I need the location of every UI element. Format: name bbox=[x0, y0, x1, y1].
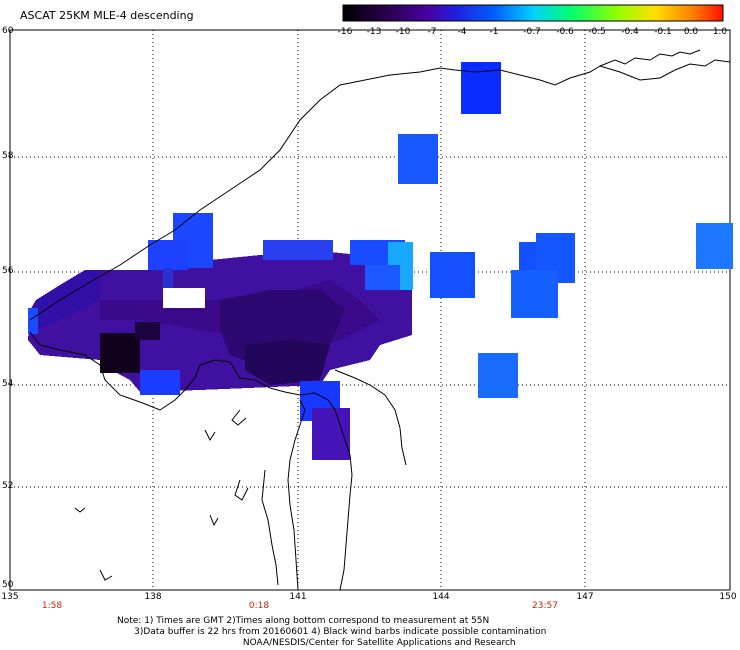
time-label: 1:58 bbox=[41, 601, 63, 611]
map-frame bbox=[9, 29, 731, 591]
lon-label: 150 bbox=[719, 592, 737, 602]
colorbar bbox=[342, 4, 724, 22]
lat-label: 50 bbox=[2, 580, 14, 590]
lon-label: 144 bbox=[432, 592, 450, 602]
note-line-2: 3)Data buffer is 22 hrs from 20160601 4)… bbox=[117, 627, 547, 637]
colorbar-tick: -10 bbox=[395, 27, 411, 37]
lon-label: 147 bbox=[576, 592, 594, 602]
colorbar-tick: -1 bbox=[489, 27, 499, 37]
scatterometer-cells bbox=[28, 62, 733, 460]
colorbar-tick: 1.0 bbox=[712, 27, 728, 37]
colorbar-tick: -0.4 bbox=[621, 27, 639, 37]
note-line-1: Note: 1) Times are GMT 2)Times along bot… bbox=[117, 616, 490, 626]
colorbar-tick: -0.1 bbox=[654, 27, 672, 37]
lon-label: 138 bbox=[144, 592, 162, 602]
lat-label: 58 bbox=[2, 151, 14, 161]
colorbar-tick: -4 bbox=[457, 27, 467, 37]
note-line-3: NOAA/NESDIS/Center for Satellite Applica… bbox=[117, 638, 516, 648]
map-title: ASCAT 25KM MLE-4 descending bbox=[20, 9, 194, 22]
colorbar-tick: -13 bbox=[366, 27, 382, 37]
lon-label: 135 bbox=[1, 592, 19, 602]
colorbar-tick: -0.6 bbox=[556, 27, 574, 37]
time-label: 0:18 bbox=[248, 601, 270, 611]
colorbar-tick: -0.5 bbox=[588, 27, 606, 37]
lat-label: 54 bbox=[2, 379, 14, 389]
colorbar-tick: 0.0 bbox=[683, 27, 699, 37]
lat-label: 56 bbox=[2, 266, 14, 276]
colorbar-tick: -7 bbox=[427, 27, 437, 37]
lat-label: 60 bbox=[2, 26, 14, 36]
footnote: Note: 1) Times are GMT 2)Times along bot… bbox=[117, 616, 546, 649]
colorbar-tick: -16 bbox=[337, 27, 353, 37]
lat-label: 52 bbox=[2, 481, 14, 491]
coastline bbox=[29, 49, 731, 591]
time-label: 23:57 bbox=[532, 601, 558, 611]
lon-label: 141 bbox=[289, 592, 307, 602]
colorbar-tick: -0.7 bbox=[523, 27, 541, 37]
